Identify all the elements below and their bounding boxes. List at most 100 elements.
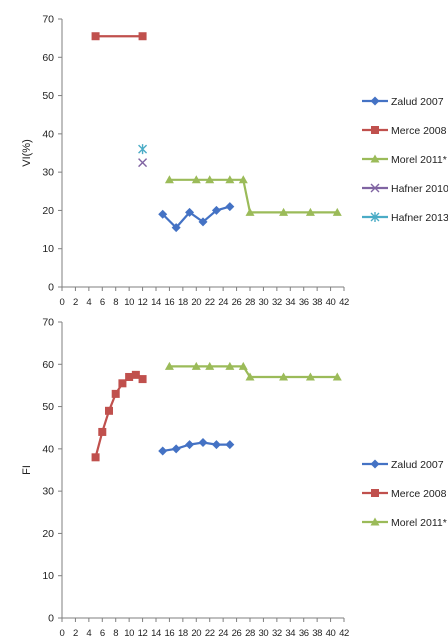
legend-marker — [370, 517, 380, 526]
x-tick-label: 24 — [218, 628, 228, 639]
series-hafner-2010 — [138, 158, 148, 168]
legend-entry: Zalud 2007 — [362, 459, 444, 471]
data-point — [164, 175, 174, 184]
legend-marker — [370, 459, 380, 469]
series-merce-2008 — [91, 32, 147, 41]
y-tick-label: 10 — [42, 243, 54, 255]
data-point — [225, 202, 235, 212]
data-point — [198, 438, 208, 448]
y-tick-label: 30 — [42, 167, 54, 179]
data-point — [238, 361, 248, 370]
legend-entry: Morel 2011* — [362, 517, 447, 529]
x-tick-label: 28 — [245, 628, 255, 639]
x-tick-label: 0 — [60, 297, 65, 308]
x-tick-label: 28 — [245, 297, 255, 308]
x-tick-label: 40 — [326, 297, 336, 308]
x-tick-label: 42 — [339, 297, 349, 308]
legend-entry: Hafner 2010 — [362, 183, 448, 195]
x-tick-label: 30 — [259, 297, 269, 308]
data-point — [171, 444, 181, 454]
legend-label: Hafner 2013 — [391, 212, 448, 224]
series-morel-2011- — [164, 175, 342, 216]
x-tick-label: 6 — [100, 628, 105, 639]
data-point — [211, 205, 221, 215]
data-point — [332, 207, 342, 216]
data-point — [131, 370, 140, 379]
legend-marker — [370, 183, 380, 193]
x-tick-label: 8 — [113, 297, 118, 308]
data-point — [111, 389, 120, 398]
data-point — [238, 175, 248, 184]
data-point — [225, 361, 235, 370]
y-tick-label: 60 — [42, 52, 54, 64]
y-tick-label: 20 — [42, 205, 54, 217]
x-tick-label: 18 — [178, 297, 188, 308]
x-tick-label: 42 — [339, 628, 349, 639]
data-point — [211, 440, 221, 450]
legend-label: Morel 2011* — [391, 517, 447, 529]
data-point — [198, 217, 208, 227]
x-tick-label: 14 — [151, 628, 161, 639]
data-point — [205, 175, 215, 184]
data-point — [158, 209, 168, 219]
x-tick-label: 38 — [312, 628, 322, 639]
series-line — [169, 178, 338, 214]
x-tick-label: 12 — [138, 297, 148, 308]
data-point — [91, 32, 100, 41]
legend-label: Merce 2008 — [391, 125, 447, 137]
x-tick-label: 14 — [151, 297, 161, 308]
legend-marker — [370, 96, 380, 106]
data-point — [98, 427, 107, 436]
x-tick-label: 8 — [113, 628, 118, 639]
y-tick-label: 40 — [42, 443, 54, 455]
y-tick-label: 30 — [42, 486, 54, 498]
legend-label: Merce 2008 — [391, 488, 447, 500]
x-tick-label: 20 — [191, 628, 201, 639]
data-point — [332, 372, 342, 381]
data-point — [185, 207, 195, 217]
y-tick-label: 70 — [42, 317, 54, 329]
y-tick-label: 40 — [42, 128, 54, 140]
data-point — [171, 223, 181, 233]
y-tick-label: 60 — [42, 359, 54, 371]
x-tick-label: 18 — [178, 628, 188, 639]
x-tick-label: 6 — [100, 297, 105, 308]
x-tick-label: 36 — [299, 297, 309, 308]
x-tick-label: 2 — [73, 628, 78, 639]
series-zalud-2007 — [158, 438, 235, 456]
series-morel-2011- — [164, 361, 342, 381]
x-tick-label: 22 — [205, 297, 215, 308]
x-tick-label: 24 — [218, 297, 228, 308]
legend-marker — [371, 126, 379, 134]
data-point — [118, 379, 127, 388]
data-point — [138, 144, 148, 155]
series-zalud-2007 — [158, 202, 235, 233]
data-point — [279, 372, 289, 381]
data-point — [245, 207, 255, 216]
x-tick-label: 0 — [60, 628, 65, 639]
y-tick-label: 20 — [42, 528, 54, 540]
data-point — [279, 207, 289, 216]
x-tick-label: 32 — [272, 628, 282, 639]
data-point — [138, 375, 147, 384]
y-tick-label: 0 — [48, 613, 54, 625]
data-point — [185, 440, 195, 450]
series-hafner-2013 — [138, 144, 148, 155]
data-point — [305, 372, 315, 381]
data-point — [225, 440, 235, 450]
legend-label: Hafner 2010 — [391, 183, 448, 195]
series-merce-2008 — [91, 370, 147, 462]
x-tick-label: 26 — [232, 297, 242, 308]
data-point — [138, 158, 148, 168]
x-tick-label: 16 — [165, 628, 175, 639]
legend-entry: Morel 2011* — [362, 154, 447, 166]
x-tick-label: 30 — [259, 628, 269, 639]
x-tick-label: 22 — [205, 628, 215, 639]
x-tick-label: 36 — [299, 628, 309, 639]
x-tick-label: 38 — [312, 297, 322, 308]
x-tick-label: 10 — [124, 297, 134, 308]
x-tick-label: 34 — [285, 297, 295, 308]
x-tick-label: 20 — [191, 297, 201, 308]
data-point — [225, 175, 235, 184]
